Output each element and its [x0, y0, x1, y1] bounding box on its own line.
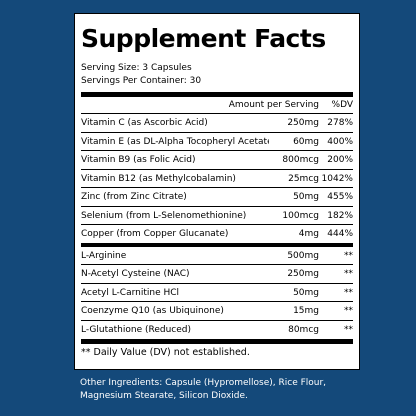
nutrient-name: L-Arginine	[81, 250, 127, 261]
nutrient-amount: 250mg	[287, 118, 319, 128]
dv-header: %DV	[331, 100, 353, 110]
amount-header: Amount per Serving	[228, 100, 319, 110]
other-ingredients-line: Magnesium Stearate, Silicon Dioxide.	[80, 391, 248, 401]
daily-value-footnote: ** Daily Value (DV) not established.	[81, 347, 250, 358]
nutrient-amount: 100mcg	[282, 210, 319, 221]
table-row: Vitamin B12 (as Methylcobalamin) 25mcg 1…	[81, 170, 353, 188]
nutrient-name: Vitamin E (as DL-Alpha Tocopheryl Acetat…	[81, 136, 269, 147]
thick-divider-bottom	[81, 339, 353, 344]
nutrient-name: Acetyl L-Carnitine HCl	[81, 287, 180, 298]
nutrient-name: Selenium (from L-Selenomethionine)	[81, 210, 247, 221]
table-row: L-Arginine 500mg **	[81, 247, 353, 265]
nutrient-name: N-Acetyl Cysteine (NAC)	[81, 269, 190, 279]
serving-size: Serving Size: 3 Capsules	[81, 63, 192, 73]
nutrient-name: Vitamin B12 (as Methylcobalamin)	[81, 173, 236, 184]
table-row: N-Acetyl Cysteine (NAC) 250mg **	[81, 265, 353, 284]
nutrient-amount: 250mg	[287, 269, 319, 279]
other-ingredients: Other Ingredients: Capsule (Hypromellose…	[80, 377, 380, 403]
table-row: Selenium (from L-Selenomethionine) 100mc…	[81, 207, 353, 225]
nutrient-dv: 182%	[327, 210, 353, 221]
nutrient-amount: 50mg	[293, 287, 319, 298]
nutrient-dv: 1042%	[321, 173, 353, 184]
table-row: L-Glutathione (Reduced) 80mcg **	[81, 321, 353, 340]
nutrient-dv: 444%	[327, 229, 353, 239]
table-row: Coenzyme Q10 (as Ubiquinone) 15mg **	[81, 302, 353, 321]
nutrient-dv: **	[344, 324, 353, 335]
nutrient-name: L-Glutathione (Reduced)	[81, 324, 192, 335]
serving-info: Serving Size: 3 Capsules Servings Per Co…	[81, 62, 353, 88]
nutrient-amount: 80mcg	[288, 324, 319, 335]
nutrient-dv: **	[344, 306, 353, 316]
nutrient-name: Coenzyme Q10 (as Ubiquinone)	[81, 306, 224, 316]
section-divider	[81, 243, 353, 247]
table-row: Vitamin B9 (as Folic Acid) 800mcg 200%	[81, 151, 353, 170]
nutrient-name: Vitamin C (as Ascorbic Acid)	[81, 118, 208, 128]
nutrient-amount: 500mg	[287, 250, 319, 261]
nutrient-amount: 50mg	[293, 192, 319, 202]
table-row: Acetyl L-Carnitine HCl 50mg **	[81, 284, 353, 302]
nutrient-name: Copper (from Copper Glucanate)	[81, 229, 229, 239]
table-row: Copper (from Copper Glucanate) 4mg 444%	[81, 225, 353, 244]
other-ingredients-line: Other Ingredients: Capsule (Hypromellose…	[80, 378, 327, 388]
nutrient-amount: 4mg	[298, 229, 319, 239]
table-row: Vitamin C (as Ascorbic Acid) 250mg 278%	[81, 114, 353, 133]
panel-title: Supplement Facts	[81, 24, 326, 53]
table-row: Zinc (from Zinc Citrate) 50mg 455%	[81, 188, 353, 207]
nutrient-dv: **	[344, 287, 353, 298]
supplement-facts-panel: Supplement Facts Serving Size: 3 Capsule…	[74, 13, 360, 370]
nutrient-dv: 400%	[327, 136, 353, 147]
nutrient-amount: 800mcg	[282, 155, 319, 165]
nutrient-dv: **	[344, 250, 353, 261]
nutrient-dv: 455%	[327, 192, 353, 202]
nutrient-name: Vitamin B9 (as Folic Acid)	[81, 155, 196, 165]
nutrient-amount: 60mg	[293, 136, 319, 147]
nutrient-amount: 25mcg	[288, 173, 319, 184]
nutrient-table: Vitamin C (as Ascorbic Acid) 250mg 278% …	[81, 114, 353, 244]
non-dv-table: L-Arginine 500mg ** N-Acetyl Cysteine (N…	[81, 247, 353, 340]
nutrient-dv: 200%	[327, 155, 353, 165]
nutrient-dv: **	[344, 269, 353, 279]
table-header: Amount per Serving %DV	[81, 97, 353, 114]
servings-per-container: Servings Per Container: 30	[81, 76, 202, 86]
nutrient-name: Zinc (from Zinc Citrate)	[81, 192, 187, 202]
nutrient-amount: 15mg	[293, 306, 319, 316]
nutrient-dv: 278%	[327, 118, 353, 128]
table-row: Vitamin E (as DL-Alpha Tocopheryl Acetat…	[81, 133, 353, 151]
thick-divider	[81, 92, 353, 97]
